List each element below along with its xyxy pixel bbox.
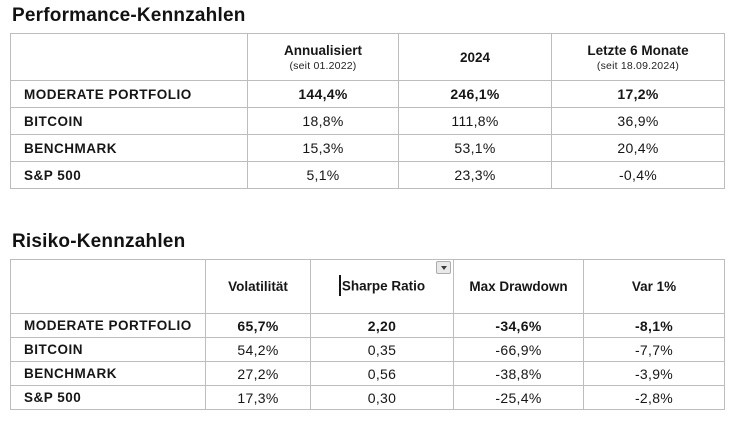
metric-value: -25,4% bbox=[453, 385, 584, 410]
column-header-label: 2024 bbox=[459, 49, 491, 65]
row-label: BENCHMARK bbox=[10, 134, 248, 162]
column-header-2024: 2024 bbox=[398, 33, 552, 81]
metric-value: -38,8% bbox=[453, 361, 584, 386]
table-row-sp500: S&P 500 17,3% 0,30 -25,4% -2,8% bbox=[10, 385, 725, 410]
risk-header-row: Volatilität Sharpe Ratio Max Drawdown Va… bbox=[10, 259, 725, 314]
empty-header-cell bbox=[10, 33, 248, 81]
column-header-subtext: (seit 01.2022) bbox=[289, 59, 357, 72]
metric-value: -2,8% bbox=[583, 385, 725, 410]
metric-value: 65,7% bbox=[205, 313, 311, 338]
row-label: S&P 500 bbox=[10, 161, 248, 189]
metric-value: 246,1% bbox=[398, 80, 552, 108]
metric-value: 144,4% bbox=[247, 80, 399, 108]
dropdown-arrow-icon bbox=[440, 265, 447, 270]
column-header-max-drawdown: Max Drawdown bbox=[453, 259, 584, 314]
metric-value: 2,20 bbox=[310, 313, 454, 338]
table-row-sp500: S&P 500 5,1% 23,3% -0,4% bbox=[10, 161, 725, 189]
row-label: BITCOIN bbox=[10, 107, 248, 135]
metric-value: 5,1% bbox=[247, 161, 399, 189]
metric-value: -8,1% bbox=[583, 313, 725, 338]
row-label: MODERATE PORTFOLIO bbox=[10, 80, 248, 108]
column-header-label: Sharpe Ratio bbox=[341, 278, 426, 294]
column-header-letzte-6-monate: Letzte 6 Monate (seit 18.09.2024) bbox=[551, 33, 725, 81]
metric-value: 27,2% bbox=[205, 361, 311, 386]
table-row-benchmark: BENCHMARK 27,2% 0,56 -38,8% -3,9% bbox=[10, 361, 725, 386]
metric-value: 23,3% bbox=[398, 161, 552, 189]
metric-value: 54,2% bbox=[205, 337, 311, 362]
table-row-moderate-portfolio: MODERATE PORTFOLIO 144,4% 246,1% 17,2% bbox=[10, 80, 725, 108]
metric-value: 111,8% bbox=[398, 107, 552, 135]
table-row-benchmark: BENCHMARK 15,3% 53,1% 20,4% bbox=[10, 134, 725, 162]
column-header-label: Var 1% bbox=[631, 279, 677, 294]
row-label: BENCHMARK bbox=[10, 361, 206, 386]
performance-header-row: Annualisiert (seit 01.2022) 2024 Letzte … bbox=[10, 33, 725, 81]
empty-header-cell bbox=[10, 259, 206, 314]
column-header-label: Max Drawdown bbox=[469, 279, 568, 294]
metric-value: 17,2% bbox=[551, 80, 725, 108]
metric-value: -3,9% bbox=[583, 361, 725, 386]
metric-value: 0,30 bbox=[310, 385, 454, 410]
row-label: MODERATE PORTFOLIO bbox=[10, 313, 206, 338]
metric-value: -7,7% bbox=[583, 337, 725, 362]
risk-table: Volatilität Sharpe Ratio Max Drawdown Va… bbox=[10, 259, 725, 410]
text-cursor bbox=[338, 274, 341, 296]
metric-value: 17,3% bbox=[205, 385, 311, 410]
table-row-moderate-portfolio: MODERATE PORTFOLIO 65,7% 2,20 -34,6% -8,… bbox=[10, 313, 725, 338]
report-page: Performance-Kennzahlen Annualisiert (sei… bbox=[0, 4, 733, 410]
metric-value: 0,35 bbox=[310, 337, 454, 362]
table-row-bitcoin: BITCOIN 54,2% 0,35 -66,9% -7,7% bbox=[10, 337, 725, 362]
metric-value: -66,9% bbox=[453, 337, 584, 362]
filter-dropdown-button[interactable] bbox=[436, 261, 451, 274]
column-header-annualisiert: Annualisiert (seit 01.2022) bbox=[247, 33, 399, 81]
metric-value: 36,9% bbox=[551, 107, 725, 135]
metric-value: 18,8% bbox=[247, 107, 399, 135]
column-header-label: Volatilität bbox=[228, 279, 288, 294]
table-row-bitcoin: BITCOIN 18,8% 111,8% 36,9% bbox=[10, 107, 725, 135]
metric-value: 15,3% bbox=[247, 134, 399, 162]
metric-value: 53,1% bbox=[398, 134, 552, 162]
column-header-label: Annualisiert bbox=[283, 42, 362, 58]
column-header-sharpe-ratio[interactable]: Sharpe Ratio bbox=[310, 259, 454, 314]
risk-section-title: Risiko-Kennzahlen bbox=[12, 231, 186, 252]
metric-value: -0,4% bbox=[551, 161, 725, 189]
row-label: S&P 500 bbox=[10, 385, 206, 410]
row-label: BITCOIN bbox=[10, 337, 206, 362]
column-header-var-1: Var 1% bbox=[583, 259, 725, 314]
metric-value: 0,56 bbox=[310, 361, 454, 386]
metric-value: 20,4% bbox=[551, 134, 725, 162]
column-header-volatilitaet: Volatilität bbox=[205, 259, 311, 314]
performance-table: Annualisiert (seit 01.2022) 2024 Letzte … bbox=[10, 33, 725, 189]
column-header-label: Letzte 6 Monate bbox=[587, 42, 689, 58]
column-header-subtext: (seit 18.09.2024) bbox=[596, 59, 680, 72]
performance-section-title: Performance-Kennzahlen bbox=[12, 5, 246, 26]
metric-value: -34,6% bbox=[453, 313, 584, 338]
